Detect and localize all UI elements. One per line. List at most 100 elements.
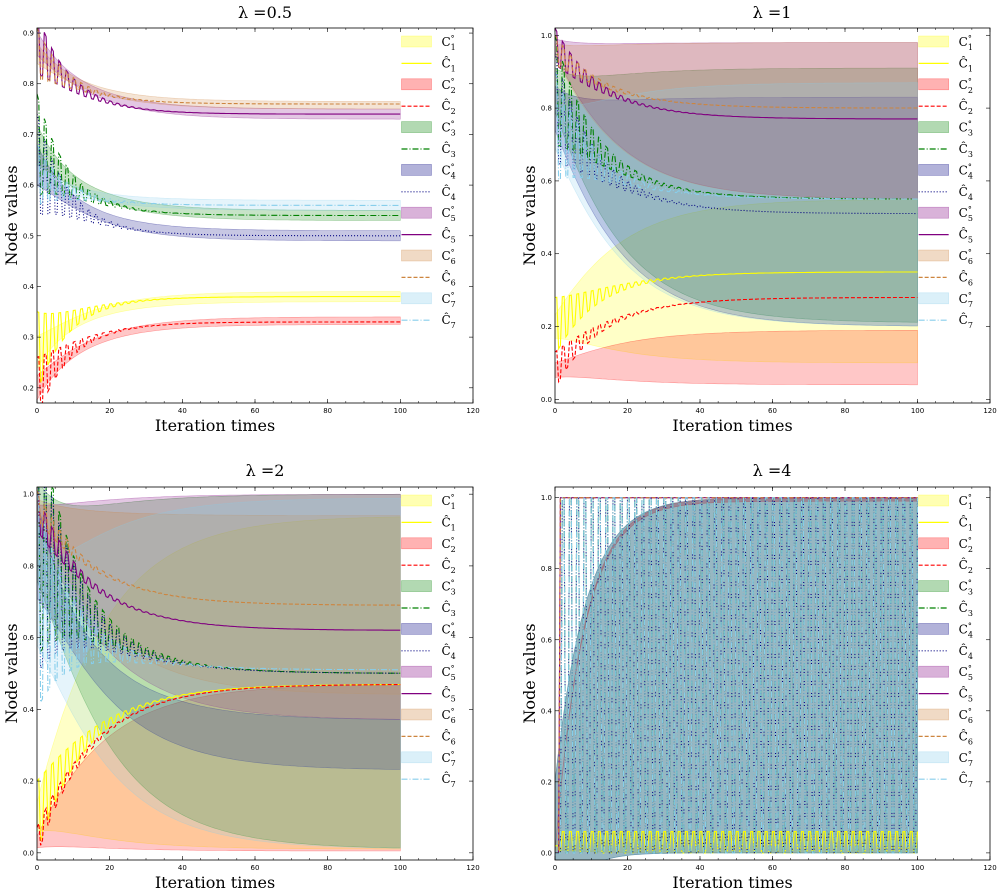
y-tick-label: 0.4 (541, 250, 553, 258)
y-tick-label: 0.6 (541, 636, 553, 644)
series-line-C6 (555, 35, 918, 109)
legend: C° 1 Ĉ1 C° 2 Ĉ2 C° 3 Ĉ3 C° 4 Ĉ4 C° 5 Ĉ5 C° 6 Ĉ6 C° 7 Ĉ7 (401, 34, 456, 330)
x-tick-label: 100 (394, 407, 407, 415)
legend-label: C° 5 (959, 205, 973, 223)
legend-swatch-band (918, 580, 949, 592)
series-line-C3 (37, 93, 401, 217)
chart-title: λ =0.5 (238, 3, 292, 22)
legend-label: C° 4 (959, 162, 973, 180)
legend-label: C° 5 (441, 205, 455, 223)
legend-swatch-band (401, 35, 432, 48)
x-tick-label: 60 (768, 407, 777, 415)
y-tick-label: 0.2 (23, 778, 34, 786)
y-tick-label: 0.9 (23, 30, 34, 38)
legend-swatch-band (401, 708, 432, 721)
series-line-C4 (37, 487, 401, 674)
legend-label: C° 3 (959, 579, 973, 597)
legend-swatch-band (918, 121, 949, 133)
series-line-C7 (555, 71, 918, 200)
band-C6 (37, 42, 401, 110)
legend-swatch-band (401, 249, 432, 262)
series-line-C2 (37, 684, 401, 846)
legend-label: C° 3 (441, 579, 455, 597)
y-tick-label: 0.8 (23, 80, 34, 88)
band-C4 (37, 144, 401, 242)
legend-label: C° 5 (441, 664, 455, 682)
legend-label: C° 7 (441, 291, 455, 309)
legend-swatch-band (918, 78, 949, 91)
series-line-C6 (37, 490, 401, 606)
x-tick-label: 60 (251, 864, 260, 872)
legend-label: C° 2 (959, 536, 973, 554)
legend-label: C° 1 (441, 493, 455, 511)
legend-swatch-band (918, 537, 949, 550)
band-C5 (37, 493, 401, 720)
x-tick-label: 120 (983, 864, 996, 872)
x-tick-label: 100 (911, 864, 924, 872)
legend-swatch-band (918, 206, 949, 219)
y-tick-label: 0.2 (23, 384, 34, 392)
legend-label: C° 6 (441, 707, 455, 725)
legend-label: Ĉ1 (441, 513, 455, 532)
y-tick-label: 0.3 (23, 334, 34, 342)
legend-label: Ĉ3 (441, 599, 455, 618)
chart-panel-4: λ =4 0 20 40 60 80 100 120 0.0 0.2 0.4 0.6 0.8 1.0 Ite… (520, 461, 997, 892)
x-axis-label: Iteration times (155, 416, 275, 435)
legend-label: Ĉ7 (441, 770, 455, 789)
y-tick-label: 0.0 (541, 849, 552, 857)
y-tick-label: 0.4 (23, 706, 35, 714)
legend-swatch-band (401, 494, 432, 507)
legend-label: Ĉ2 (441, 556, 455, 575)
y-tick-label: 0.4 (23, 283, 35, 291)
series-line-C7 (37, 494, 401, 705)
band-C1 (37, 291, 401, 370)
legend-swatch-band (401, 537, 432, 550)
x-tick-label: 60 (768, 864, 777, 872)
legend-label: C° 4 (441, 162, 455, 180)
band-C6 (37, 498, 401, 695)
x-tick-label: 80 (323, 864, 332, 872)
y-axis-label: Node values (520, 165, 539, 265)
y-tick-label: 0.7 (23, 131, 34, 139)
x-tick-label: 100 (394, 864, 407, 872)
series-line-C4 (37, 113, 401, 237)
x-tick-label: 20 (623, 407, 632, 415)
legend-label: C° 3 (959, 120, 973, 138)
legend-label: Ĉ3 (959, 599, 973, 618)
legend-swatch-band (401, 164, 432, 176)
x-tick-label: 80 (841, 864, 850, 872)
x-tick-label: 120 (466, 864, 479, 872)
legend-swatch-band (401, 580, 432, 592)
plot-area (555, 497, 919, 860)
legend-label: C° 7 (441, 750, 455, 768)
legend-label: C° 6 (959, 248, 973, 266)
band-C4 (37, 497, 401, 770)
legend-label: C° 5 (959, 664, 973, 682)
legend-swatch-band (918, 292, 949, 305)
y-axis-label: Node values (2, 165, 21, 265)
legend: C° 1 Ĉ1 C° 2 Ĉ2 C° 3 Ĉ3 C° 4 Ĉ4 C° 5 Ĉ5 C° 6 Ĉ6 C° 7 Ĉ7 (918, 34, 973, 330)
legend-label: Ĉ6 (441, 727, 455, 746)
legend-label: Ĉ3 (959, 140, 973, 159)
y-tick-label: 0.8 (23, 562, 34, 570)
legend-swatch-band (401, 751, 432, 764)
chart-title: λ =4 (753, 461, 792, 480)
x-tick-label: 80 (323, 407, 332, 415)
legend-swatch-band (401, 206, 432, 219)
legend-label: C° 1 (441, 34, 455, 52)
legend-label: Ĉ7 (441, 311, 455, 330)
y-axis-label: Node values (520, 623, 539, 723)
x-tick-label: 60 (251, 407, 260, 415)
legend-swatch-band (401, 121, 432, 133)
legend-label: C° 1 (959, 34, 973, 52)
plot-area (37, 28, 401, 403)
y-axis-label: Node values (2, 623, 21, 723)
legend-label: Ĉ5 (959, 226, 973, 245)
legend-label: Ĉ6 (441, 268, 455, 287)
band-C4 (555, 85, 918, 327)
legend-swatch-band (918, 665, 949, 678)
x-tick-label: 0 (553, 864, 557, 872)
legend-label: Ĉ5 (441, 226, 455, 245)
band-C7 (37, 162, 401, 211)
y-tick-label: 0.8 (541, 565, 552, 573)
